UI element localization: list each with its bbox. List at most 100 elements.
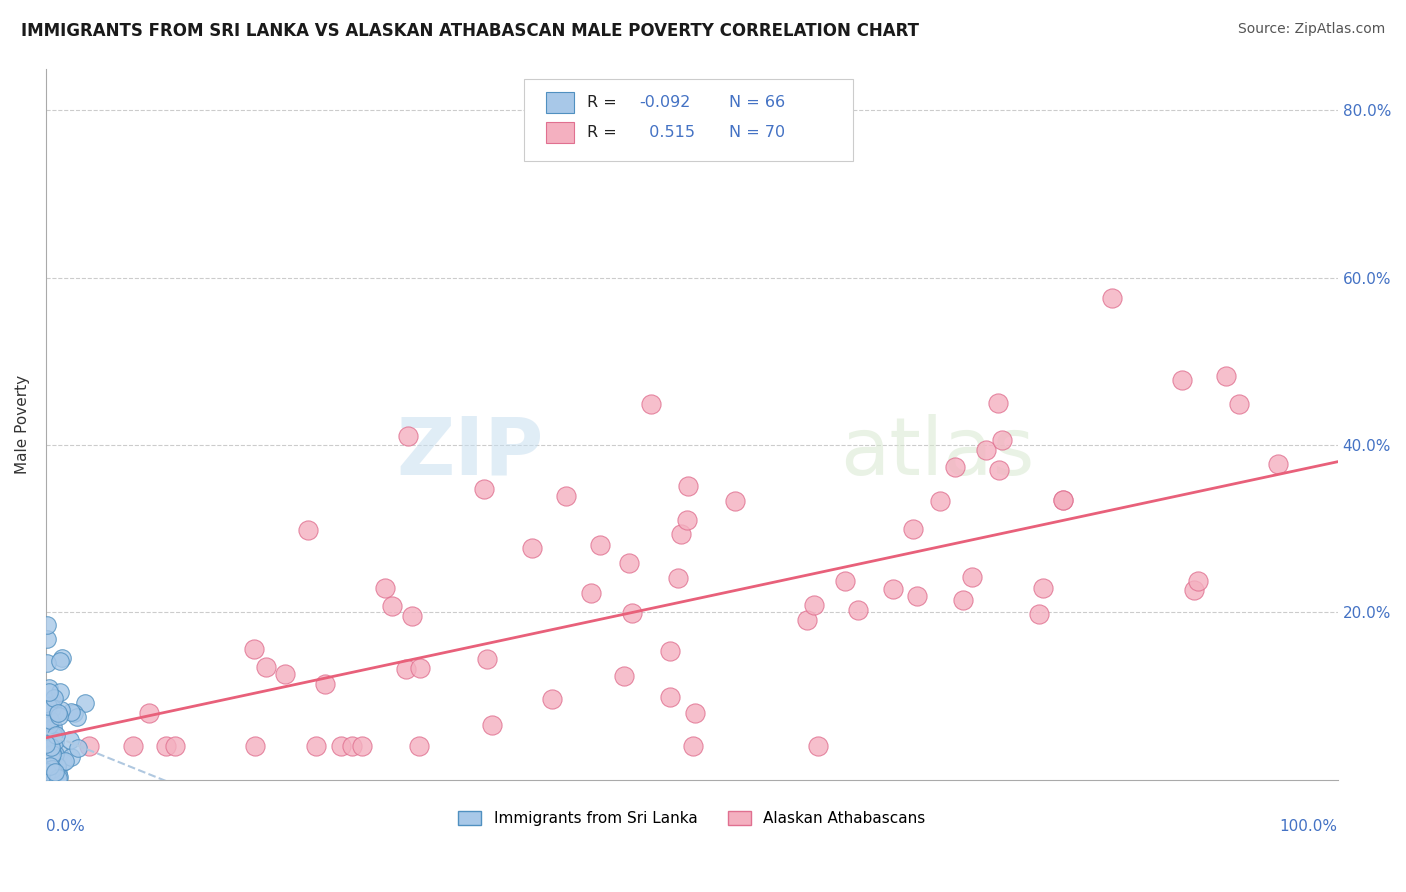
Point	[46, 771, 69, 785]
Text: 0.515: 0.515	[638, 125, 695, 140]
Point	[66, 709, 89, 723]
Point	[1052, 493, 1074, 508]
Point	[907, 590, 929, 604]
Point	[474, 482, 496, 496]
Point	[42, 757, 65, 772]
Point	[35, 737, 58, 751]
Bar	[546, 92, 574, 113]
Point	[37, 656, 59, 670]
Point	[621, 606, 644, 620]
Point	[121, 739, 143, 754]
Point	[38, 681, 60, 696]
Point	[314, 677, 336, 691]
Point	[49, 702, 72, 716]
Point	[41, 746, 63, 760]
Point	[1171, 373, 1194, 387]
Point	[46, 706, 69, 720]
Point	[41, 747, 63, 761]
Point	[77, 739, 100, 754]
Point	[44, 764, 66, 779]
Point	[1267, 457, 1289, 471]
Point	[38, 749, 60, 764]
Point	[882, 582, 904, 596]
Bar	[546, 122, 574, 144]
Point	[48, 746, 70, 760]
Text: N = 66: N = 66	[730, 95, 786, 110]
Point	[803, 599, 825, 613]
Text: ZIP: ZIP	[396, 414, 543, 491]
Point	[242, 641, 264, 656]
Text: R =: R =	[588, 125, 621, 140]
Point	[59, 750, 82, 764]
Point	[41, 762, 63, 776]
Text: 100.0%: 100.0%	[1279, 819, 1337, 834]
Point	[35, 764, 58, 779]
Text: -0.092: -0.092	[638, 95, 690, 110]
Point	[39, 756, 62, 771]
Point	[48, 709, 70, 723]
Point	[669, 527, 692, 541]
Point	[49, 685, 72, 699]
Point	[1227, 397, 1250, 411]
Point	[42, 766, 65, 780]
Point	[35, 757, 58, 772]
Point	[395, 662, 418, 676]
Text: 0.0%: 0.0%	[46, 819, 84, 834]
Point	[42, 771, 65, 785]
Point	[1028, 607, 1050, 622]
Point	[481, 718, 503, 732]
Legend: Immigrants from Sri Lanka, Alaskan Athabascans: Immigrants from Sri Lanka, Alaskan Athab…	[453, 805, 931, 832]
Point	[42, 766, 65, 780]
Point	[274, 667, 297, 681]
Point	[796, 613, 818, 627]
Point	[38, 685, 60, 699]
Point	[138, 706, 160, 720]
Text: R =: R =	[588, 95, 621, 110]
Point	[44, 734, 66, 748]
Point	[929, 493, 952, 508]
Point	[666, 570, 689, 584]
Point	[297, 523, 319, 537]
Point	[67, 740, 90, 755]
Point	[41, 762, 63, 776]
Point	[35, 747, 58, 761]
Point	[245, 739, 267, 754]
Point	[903, 523, 925, 537]
Text: atlas: atlas	[841, 414, 1035, 491]
Point	[350, 739, 373, 754]
Point	[988, 463, 1011, 477]
Point	[52, 755, 75, 769]
Point	[37, 706, 59, 720]
Point	[475, 652, 498, 666]
Point	[807, 739, 830, 754]
Point	[330, 739, 353, 754]
Point	[38, 759, 60, 773]
Point	[41, 767, 63, 781]
Point	[408, 739, 430, 754]
Point	[49, 654, 72, 668]
Text: IMMIGRANTS FROM SRI LANKA VS ALASKAN ATHABASCAN MALE POVERTY CORRELATION CHART: IMMIGRANTS FROM SRI LANKA VS ALASKAN ATH…	[21, 22, 920, 40]
Point	[683, 706, 706, 720]
Point	[51, 651, 73, 665]
Point	[846, 603, 869, 617]
Point	[37, 747, 59, 762]
Point	[658, 690, 681, 704]
Point	[381, 599, 404, 613]
Point	[59, 705, 82, 719]
Point	[401, 609, 423, 624]
Point	[35, 632, 58, 647]
Point	[35, 618, 58, 632]
Point	[45, 728, 67, 742]
Point	[155, 739, 177, 754]
Point	[59, 733, 82, 747]
Point	[682, 739, 704, 754]
Y-axis label: Male Poverty: Male Poverty	[15, 375, 30, 474]
Point	[589, 538, 612, 552]
Point	[834, 574, 856, 589]
Point	[42, 745, 65, 759]
Point	[53, 754, 76, 768]
Point	[38, 716, 60, 731]
Point	[304, 739, 326, 754]
Point	[38, 718, 60, 732]
Point	[75, 696, 97, 710]
